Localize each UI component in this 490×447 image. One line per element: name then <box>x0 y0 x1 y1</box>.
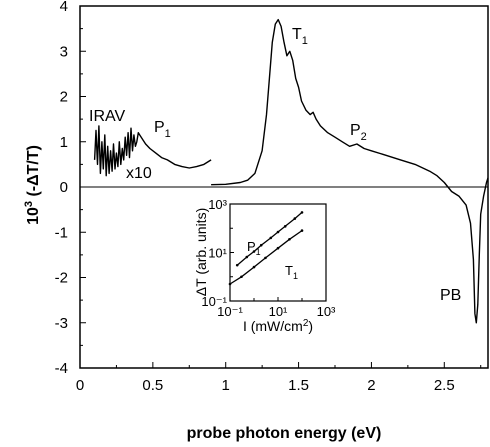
main-series-line-2 <box>211 18 489 324</box>
inset-axis-ticks <box>229 203 327 302</box>
main-y-tick-label: 2 <box>60 89 68 106</box>
annotation-pb: PB <box>440 287 461 304</box>
inset-data-point <box>283 225 287 228</box>
main-y-tick-label: 1 <box>60 134 68 151</box>
main-axis-ticks <box>79 5 482 369</box>
main-y-tick-label: 0 <box>60 179 68 196</box>
inset-y-tick-label: 10¹ <box>208 246 227 261</box>
inset-data-point <box>288 238 291 241</box>
inset-background <box>230 204 326 301</box>
inset-x-tick-label: 10¹ <box>269 304 288 319</box>
inset-chart: 10⁻¹ 10¹ 10³ 10³ 10¹ 10⁻¹ P1 T1 ΔT (arb. unit… <box>193 197 336 334</box>
inset-data-point <box>300 229 304 232</box>
inset-label-p1: P1 <box>247 239 261 257</box>
inset-data-point <box>252 265 256 269</box>
annotation-p2: P2 <box>350 122 367 143</box>
inset-data-point <box>276 246 280 250</box>
main-y-tick-label: -1 <box>55 224 68 241</box>
main-x-tick-label: 1 <box>222 377 230 394</box>
main-series-line-1 <box>93 125 212 177</box>
annotation-t1: T1 <box>292 26 308 47</box>
inset-data-point <box>276 230 280 234</box>
inset-data-point <box>228 282 232 286</box>
inset-x-tick-label: 10⁻¹ <box>217 304 243 319</box>
inset-y-axis-label: ΔT (arb. units) <box>193 208 209 296</box>
main-axis-tick-labels: 0 0.5 1 1.5 2 2.5 4 3 2 1 0 -1 -2 -3 -4 <box>55 0 455 394</box>
main-x-axis-label: probe photon energy (eV) <box>187 425 382 442</box>
inset-series-group <box>228 211 304 286</box>
main-y-axis-label: 103 (-ΔT/T) <box>23 145 42 225</box>
inset-data-point <box>269 236 273 240</box>
inset-axis-tick-labels: 10⁻¹ 10¹ 10³ 10³ 10¹ 10⁻¹ <box>201 197 336 319</box>
main-x-tick-label: 2.5 <box>434 377 455 394</box>
inset-x-axis-label: I (mW/cm2) <box>243 318 313 334</box>
inset-x-tick-label: 10³ <box>317 304 336 319</box>
main-x-tick-label: 0 <box>76 377 84 394</box>
inset-data-point <box>235 263 239 267</box>
inset-data-point <box>264 256 267 260</box>
main-series-group <box>93 18 489 324</box>
inset-y-tick-label: 10⁻¹ <box>201 294 227 309</box>
main-x-tick-label: 2 <box>367 377 375 394</box>
annotation-x10: x10 <box>126 165 152 182</box>
inset-data-point <box>300 211 304 214</box>
annotation-p1: P1 <box>154 119 171 140</box>
main-y-tick-label: -4 <box>55 360 68 377</box>
main-x-tick-label: 0.5 <box>142 377 163 394</box>
main-x-tick-label: 1.5 <box>288 377 309 394</box>
inset-data-point <box>240 275 243 279</box>
main-y-tick-label: 4 <box>60 0 68 15</box>
main-y-tick-label: -2 <box>55 270 68 287</box>
inset-y-tick-label: 10³ <box>208 197 227 212</box>
inset-data-point <box>245 255 249 259</box>
inset-data-point <box>293 217 297 220</box>
main-y-tick-label: 3 <box>60 43 68 60</box>
main-y-tick-label: -3 <box>55 315 68 332</box>
inset-data-point <box>259 243 263 247</box>
inset-data-point <box>252 250 256 253</box>
inset-label-t1: T1 <box>285 263 298 281</box>
annotation-irav: IRAV <box>89 108 125 125</box>
